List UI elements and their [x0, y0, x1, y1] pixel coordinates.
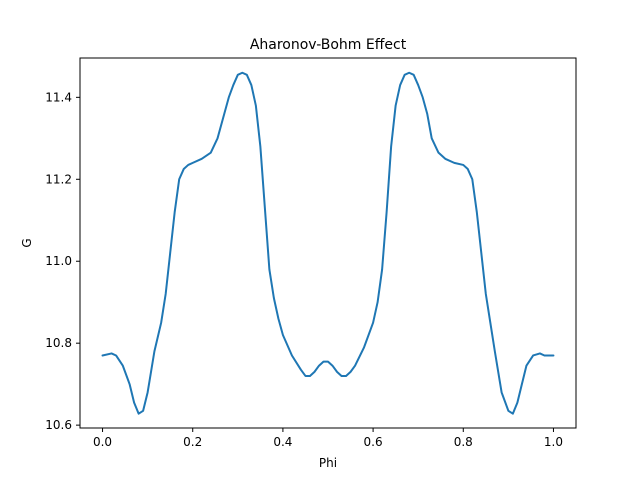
y-axis-label: G: [20, 238, 34, 247]
x-tick-label: 0.4: [273, 435, 292, 449]
y-tick-label: 10.8: [45, 336, 72, 350]
x-tick-label: 0.6: [364, 435, 383, 449]
y-tick-label: 11.2: [45, 172, 72, 186]
x-tick-label: 0.8: [454, 435, 473, 449]
chart-title: Aharonov-Bohm Effect: [250, 37, 407, 53]
plot-area: [101, 71, 555, 415]
x-tick-label: 0.0: [93, 435, 112, 449]
y-tick-label: 11.4: [45, 90, 72, 104]
axes-frame: [79, 57, 577, 429]
y-tick-label: 10.6: [45, 418, 72, 432]
x-tick-label: 1.0: [544, 435, 563, 449]
x-axis: 0.0 0.2 0.4 0.6 0.8 1.0: [93, 428, 563, 449]
y-tick-label: 11.0: [45, 254, 72, 268]
y-axis: 10.6 10.8 11.0 11.2 11.4: [45, 90, 80, 432]
x-tick-label: 0.2: [183, 435, 202, 449]
x-axis-label: Phi: [319, 456, 337, 470]
series-line: [101, 71, 555, 415]
